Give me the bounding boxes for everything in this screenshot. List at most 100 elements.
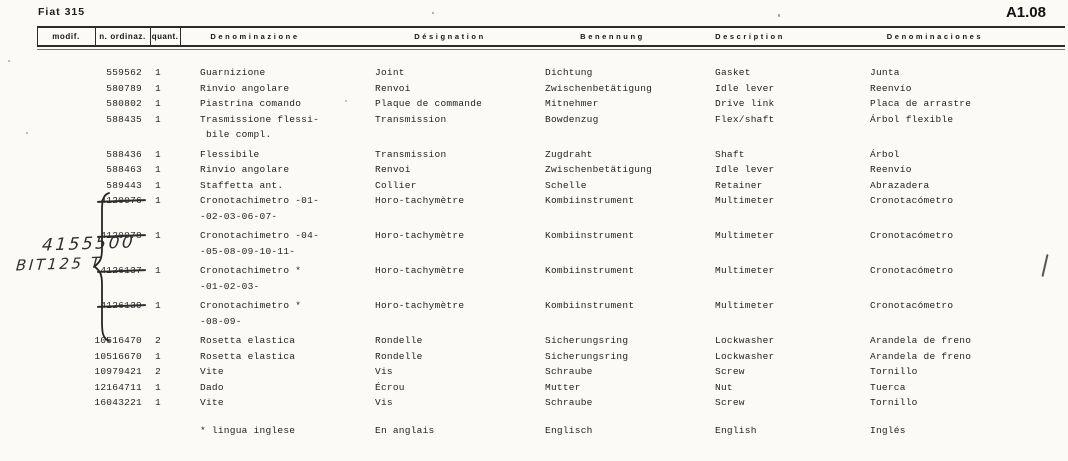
table-row: 4126137 1 Cronotachimetro * -01-02-03- Horo-…: [0, 263, 1068, 294]
quantity-cell: 1: [155, 381, 161, 393]
quantity-cell: 1: [155, 179, 161, 191]
description-cell: Flex/shaft: [715, 113, 775, 125]
designation-cell: Plaque de commande: [375, 98, 483, 109]
model-label: Fiat 315: [38, 6, 86, 18]
denominazione-cell: Rosetta elastica: [200, 350, 296, 362]
header-bottom-rule-thin: [37, 48, 1065, 50]
designation-cell: Renvoi: [375, 82, 411, 94]
denominazione-cell: Cronotachimetro -04- -05-08-09-10-11-: [200, 230, 320, 257]
benennung-cell: Mitnehmer: [545, 98, 599, 109]
table-row: 12164711 1 Dado Écrou Mutter Nut Tuerca: [0, 380, 1068, 396]
benennung-cell: Zugdraht: [545, 148, 593, 160]
footnote-it: * lingua inglese: [200, 424, 296, 436]
part-number-cell: 588436: [106, 148, 142, 160]
benennung-cell: Kombiinstrument: [545, 265, 635, 276]
page-code: A1.08: [1005, 4, 1046, 21]
benennung-cell: Kombiinstrument: [545, 230, 635, 241]
footnote-fr: En anglais: [375, 424, 435, 436]
part-number-cell: 4120076: [88, 193, 142, 209]
quantity-cell: 1: [155, 397, 161, 408]
part-number-cell: 559562: [106, 67, 142, 78]
designation-cell: Joint: [375, 67, 405, 78]
description-cell: Multimeter: [715, 195, 775, 206]
benennung-cell: Schraube: [545, 366, 593, 377]
designation-cell: Renvoi: [375, 164, 411, 175]
denominaciones-cell: Tornillo: [870, 397, 918, 408]
designation-cell: Horo-tachymètre: [375, 230, 465, 241]
scan-speck: [8, 60, 10, 62]
benennung-cell: Bowdenzug: [545, 113, 599, 125]
benennung-cell: Kombiinstrument: [545, 195, 635, 206]
part-number-cell: 4120078: [88, 228, 142, 244]
quantity-cell: 1: [155, 113, 161, 125]
benennung-cell: Sicherungsring: [545, 335, 629, 346]
table-top-rule: [37, 26, 1065, 28]
description-cell: Idle lever: [715, 82, 775, 94]
denominazione-cell: Vite: [200, 397, 224, 408]
quantity-cell: 1: [155, 98, 161, 109]
col-header-designation: Désignation: [414, 32, 486, 41]
quantity-cell: 1: [155, 82, 161, 94]
col-header-description: Description: [715, 32, 785, 41]
part-number-cell: 10516670: [94, 350, 142, 362]
denominaciones-cell: Arandela de freno: [870, 350, 972, 362]
part-number-cell: 4126139: [88, 298, 142, 314]
denominaciones-cell: Árbol flexible: [870, 113, 954, 125]
table-row: 580789 1 Rinvio angolare Renvoi Zwischenbetä…: [0, 81, 1068, 97]
quantity-cell: 1: [155, 300, 161, 311]
table-row: 589443 1 Staffetta ant. Collier Schelle Retai…: [0, 178, 1068, 194]
col-header-modif: modif.: [52, 32, 80, 41]
denominaciones-cell: Cronotacómetro: [870, 300, 954, 311]
col-header-ordinaz: n. ordinaz.: [99, 32, 146, 41]
denominazione-cell: Guarnizione: [200, 67, 266, 78]
header-divider: [95, 27, 97, 45]
benennung-cell: Sicherungsring: [545, 350, 629, 362]
denominazione-cell: Rosetta elastica: [200, 335, 296, 346]
footnote-de: Englisch: [545, 424, 593, 436]
denominaciones-cell: Abrazadera: [870, 179, 930, 191]
denominazione-cell: Vite: [200, 366, 224, 377]
description-cell: Idle lever: [715, 164, 775, 175]
table-row: 4120076 1 Cronotachimetro -01- -02-03-06-07…: [0, 193, 1068, 224]
footnote-es: Inglés: [870, 424, 906, 436]
denominaciones-cell: Cronotacómetro: [870, 195, 954, 206]
denominazione-cell: Flessibile: [200, 148, 260, 160]
table-row: 559562 1 Guarnizione Joint Dichtung Gasket Jun…: [0, 65, 1068, 81]
part-number-cell: 588435: [106, 113, 142, 125]
denominaciones-cell: Árbol: [870, 148, 900, 160]
designation-cell: Vis: [375, 366, 393, 377]
description-cell: Lockwasher: [715, 335, 775, 346]
scan-speck: [345, 100, 347, 102]
col-header-denominazione: Denominazione: [210, 32, 300, 41]
denominazione-cell: Cronotachimetro -01- -02-03-06-07-: [200, 195, 320, 222]
part-number-cell: 589443: [106, 179, 142, 191]
denominaciones-cell: Tornillo: [870, 366, 918, 377]
description-cell: Multimeter: [715, 265, 775, 276]
col-header-benennung: Benennung: [580, 32, 645, 41]
description-cell: Lockwasher: [715, 350, 775, 362]
table-row: 588436 1 Flessibile Transmission Zugdraht Sha…: [0, 147, 1068, 163]
quantity-cell: 1: [155, 195, 161, 206]
description-cell: Shaft: [715, 148, 745, 160]
denominazione-cell: Dado: [200, 381, 224, 393]
denominaciones-cell: Placa de arrastre: [870, 98, 972, 109]
denominazione-cell: Staffetta ant.: [200, 179, 284, 191]
denominazione-cell: Cronotachimetro * -08-09-: [200, 300, 302, 327]
table-row: 10516470 2 Rosetta elastica Rondelle Sicheru…: [0, 333, 1068, 349]
description-cell: Drive link: [715, 98, 775, 109]
description-cell: Screw: [715, 397, 745, 408]
part-number-cell: 12164711: [94, 381, 142, 393]
table-row: 4126139 1 Cronotachimetro * -08-09- Horo-tac…: [0, 298, 1068, 329]
scan-speck: [778, 14, 780, 17]
handwritten-model-code: BIT125 T: [15, 253, 104, 275]
denominazione-cell: Rinvio angolare: [200, 164, 290, 175]
benennung-cell: Dichtung: [545, 67, 593, 78]
quantity-cell: 2: [155, 366, 161, 377]
description-cell: Retainer: [715, 179, 763, 191]
quantity-cell: 1: [155, 265, 161, 276]
denominaciones-cell: Cronotacómetro: [870, 265, 954, 276]
handwritten-brace: [93, 192, 110, 342]
part-number-cell: 10516470: [94, 335, 142, 346]
quantity-cell: 2: [155, 335, 161, 346]
designation-cell: Collier: [375, 179, 417, 191]
